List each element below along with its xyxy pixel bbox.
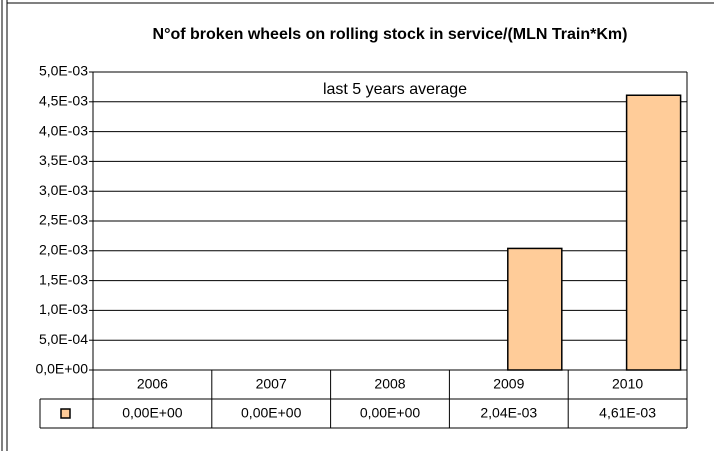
y-tick-label: 0,0E+00 [35,361,88,377]
x-tick-label: 2006 [137,376,168,392]
y-tick-label: 3,5E-03 [39,152,88,168]
data-label: 0,00E+00 [122,405,183,421]
y-tick-label: 5,0E-03 [39,63,88,79]
data-label: 0,00E+00 [360,405,421,421]
y-tick-label: 2,0E-03 [39,242,88,258]
bar [625,94,682,371]
x-tick-label: 2010 [612,376,643,392]
y-tick-label: 5,0E-04 [39,331,88,347]
y-tick-label: 1,5E-03 [39,271,88,287]
x-tick-label: 2009 [493,376,524,392]
y-tick-label: 2,5E-03 [39,212,88,228]
bar [507,247,563,371]
data-label: 2,04E-03 [480,405,537,421]
y-tick-label: 4,0E-03 [39,122,88,138]
data-label: 4,61E-03 [599,405,656,421]
annotation: last 5 years average [323,81,467,98]
y-tick-label: 3,0E-03 [39,182,88,198]
y-tick-label: 4,5E-03 [39,93,88,109]
data-label: 0,00E+00 [241,405,302,421]
legend-key [60,408,71,419]
y-tick-label: 1,0E-03 [39,301,88,317]
x-tick-label: 2007 [256,376,287,392]
chart-title: N°of broken wheels on rolling stock in s… [152,26,628,43]
x-tick-label: 2008 [374,376,405,392]
